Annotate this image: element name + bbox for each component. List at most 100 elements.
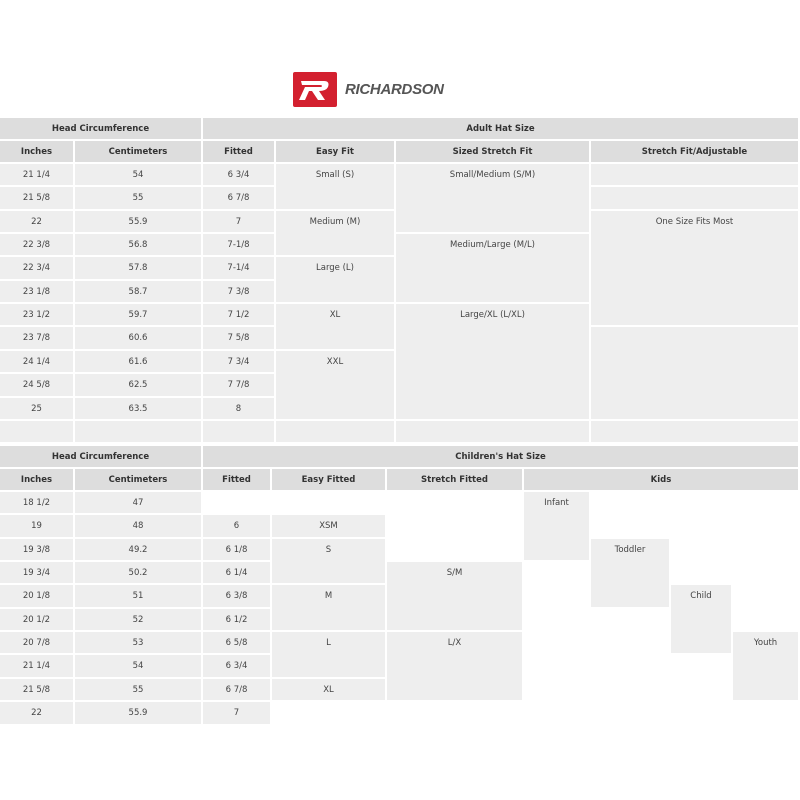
table-cell: M [272,585,387,632]
table-cell: 54 [75,164,203,187]
table-cell: 6 3/4 [203,164,276,187]
table-cell: 55.9 [75,211,203,234]
table-cell [591,187,800,211]
table-cell: 55 [75,679,203,702]
table-cell: 19 3/8 [0,539,75,562]
table-cell: 49.2 [75,539,203,562]
table-cell: 18 1/2 [0,492,75,515]
table-cell: 6 [203,515,272,539]
column-header: Inches [0,141,75,164]
table-cell: 55 [75,187,203,211]
table-cell: 56.8 [75,234,203,257]
table-cell: 22 3/8 [0,234,75,257]
table-cell: 19 [0,515,75,539]
table-cell: S/M [387,562,524,632]
table-cell: 60.6 [75,327,203,351]
table-cell: 23 7/8 [0,327,75,351]
brand-name: RICHARDSON [345,81,444,98]
table-cell: 8 [203,398,276,421]
table-cell: 21 1/4 [0,655,75,679]
table-cell: 7 5/8 [203,327,276,351]
table-cell: S [272,539,387,585]
table-cell: XSM [272,515,387,539]
table-cell: 50.2 [75,562,203,585]
table-cell: 59.7 [75,304,203,327]
table-cell: 6 3/8 [203,585,272,609]
group-header: Adult Hat Size [203,118,800,141]
table-cell: 19 3/4 [0,562,75,585]
table-cell: 22 3/4 [0,257,75,281]
column-header: Centimeters [75,141,203,164]
table-cell: 24 5/8 [0,374,75,398]
table-cell: Medium (M) [276,211,396,257]
table-cell: 7 1/2 [203,304,276,327]
column-header: Stretch Fitted [387,469,524,492]
table-cell: 20 1/2 [0,609,75,632]
table-cell: 54 [75,655,203,679]
table-cell: Toddler [591,539,671,609]
table-cell: 6 1/8 [203,539,272,562]
column-header: Easy Fitted [272,469,387,492]
table-cell: 48 [75,515,203,539]
table-cell: 6 3/4 [203,655,272,679]
table-cell: 6 1/4 [203,562,272,585]
table-cell [203,421,276,444]
table-cell: Medium/Large (M/L) [396,234,591,304]
column-header: Fitted [203,469,272,492]
table-cell: L/X [387,632,524,702]
column-header: Stretch Fit/Adjustable [591,141,800,164]
table-cell [591,327,800,421]
table-cell: Infant [524,492,591,562]
table-cell: Small/Medium (S/M) [396,164,591,234]
table-cell: 53 [75,632,203,655]
table-cell: 62.5 [75,374,203,398]
table-cell: 21 1/4 [0,164,75,187]
table-cell: 25 [0,398,75,421]
table-cell: 52 [75,609,203,632]
table-cell [591,164,800,187]
table-cell: Large/XL (L/XL) [396,304,591,421]
table-cell [591,421,800,444]
table-cell: 55.9 [75,702,203,726]
column-header: Sized Stretch Fit [396,141,591,164]
table-cell: 58.7 [75,281,203,304]
table-cell: XL [272,679,387,702]
table-cell: 7 [203,211,276,234]
table-cell [0,421,75,444]
table-cell: 57.8 [75,257,203,281]
table-cell: 20 7/8 [0,632,75,655]
table-cell: XXL [276,351,396,421]
table-cell: 21 5/8 [0,187,75,211]
table-cell: Large (L) [276,257,396,304]
column-header: Easy Fit [276,141,396,164]
table-cell: Youth [733,632,800,702]
logo-r-icon [293,72,337,107]
table-cell: 22 [0,702,75,726]
table-cell: 7 [203,702,272,726]
table-cell [276,421,396,444]
table-cell: 22 [0,211,75,234]
column-header: Fitted [203,141,276,164]
table-cell: 6 5/8 [203,632,272,655]
table-cell: 7 3/4 [203,351,276,374]
table-cell: 21 5/8 [0,679,75,702]
table-cell [396,421,591,444]
table-cell: 20 1/8 [0,585,75,609]
table-cell: 61.6 [75,351,203,374]
richardson-logo: RICHARDSON [293,72,444,107]
table-cell: 24 1/4 [0,351,75,374]
column-header: Centimeters [75,469,203,492]
table-cell: 47 [75,492,203,515]
table-cell: 23 1/8 [0,281,75,304]
table-cell: 63.5 [75,398,203,421]
group-header: Head Circumference [0,446,203,469]
table-cell: 7 3/8 [203,281,276,304]
group-header: Head Circumference [0,118,203,141]
table-cell: 51 [75,585,203,609]
table-cell: XL [276,304,396,351]
column-header: Kids [524,469,800,492]
column-header: Inches [0,469,75,492]
table-cell: 7-1/8 [203,234,276,257]
table-cell: 6 7/8 [203,679,272,702]
table-cell: Small (S) [276,164,396,211]
